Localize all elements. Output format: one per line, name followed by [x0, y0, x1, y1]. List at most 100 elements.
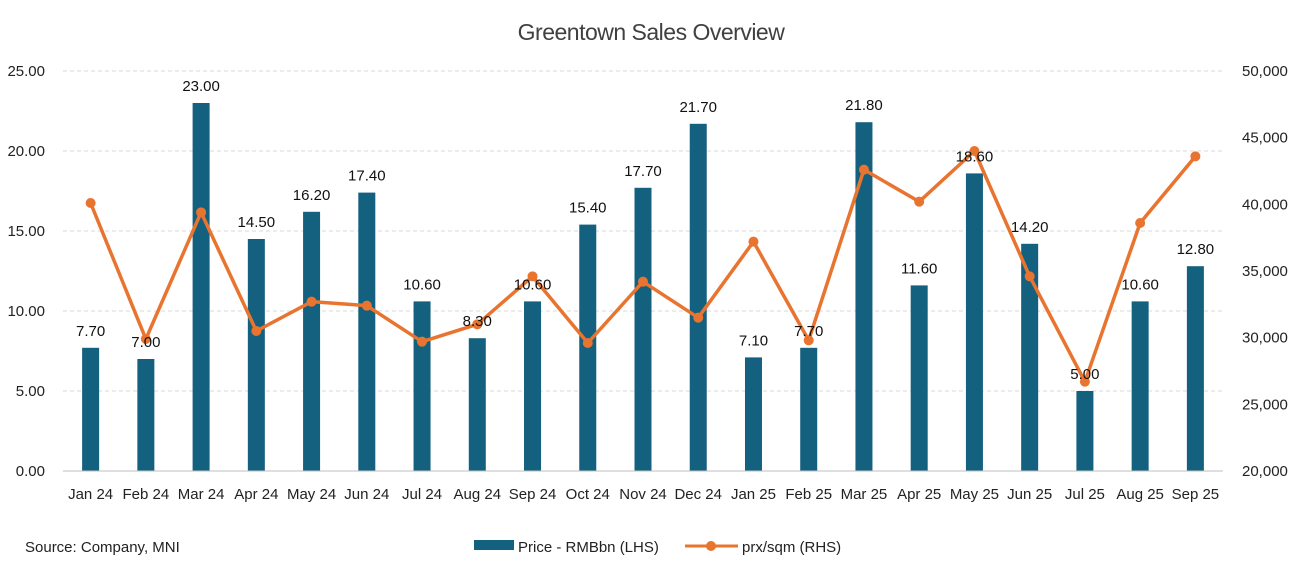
bar: [744, 357, 762, 471]
line-point: [306, 296, 317, 307]
bar: [468, 338, 486, 471]
line-point: [85, 198, 96, 208]
line-point: [803, 335, 814, 346]
bar: [1021, 243, 1039, 471]
legend-bar-label: Price - RMBbn (LHS): [518, 539, 659, 556]
legend-line-label: prx/sqm (RHS): [742, 539, 841, 556]
x-tick-label: Aug 25: [1116, 486, 1164, 503]
right-tick-label: 30,000: [1242, 330, 1288, 347]
line-point: [914, 196, 925, 207]
bar: [855, 122, 873, 471]
x-tick-label: Jan 25: [731, 486, 776, 503]
bar: [1186, 266, 1204, 471]
line-point: [969, 146, 980, 156]
line-point: [1190, 151, 1201, 162]
line-point: [361, 300, 372, 311]
bar-data-label: 17.70: [624, 163, 662, 180]
x-tick-label: Sep 24: [509, 486, 557, 503]
x-tick-label: Nov 24: [619, 486, 667, 503]
bar: [413, 301, 431, 471]
x-tick-label: Jun 24: [344, 486, 389, 503]
line-point: [1079, 376, 1090, 387]
line-point: [638, 276, 648, 287]
x-tick-label: May 24: [287, 486, 336, 503]
bar: [965, 173, 983, 471]
right-tick-label: 40,000: [1242, 196, 1288, 213]
bar: [82, 347, 100, 471]
bar: [910, 285, 928, 471]
line-point: [582, 338, 593, 348]
bar: [192, 103, 210, 471]
bar-data-label: 21.70: [679, 99, 717, 116]
legend-bar-swatch: [474, 540, 514, 550]
x-tick-label: Dec 24: [674, 486, 722, 503]
right-tick-label: 50,000: [1242, 63, 1288, 80]
line-series: [85, 146, 1201, 387]
line-point: [196, 207, 207, 218]
x-tick-label: Sep 25: [1172, 486, 1220, 503]
bar: [303, 211, 321, 472]
bar-data-label: 15.40: [569, 200, 607, 217]
line-point: [527, 271, 538, 282]
right-tick-label: 25,000: [1242, 396, 1288, 413]
bar-data-label: 7.10: [739, 332, 768, 349]
left-tick-label: 5.00: [16, 383, 45, 400]
x-tick-label: Jan 24: [68, 486, 113, 503]
x-tick-label: Aug 24: [454, 486, 502, 503]
left-axis-ticks: 0.00 5.00 10.00 15.00 20.00 25.00: [7, 63, 45, 480]
left-tick-label: 25.00: [7, 63, 45, 80]
bar-data-label: 10.60: [403, 276, 441, 293]
right-tick-label: 35,000: [1242, 263, 1288, 280]
bar-data-label: 11.60: [901, 260, 937, 277]
bar-data-label: 7.70: [76, 323, 105, 340]
bar-data-label: 7.00: [131, 334, 160, 351]
line-point: [1024, 271, 1035, 282]
line-point: [748, 236, 759, 247]
bar: [524, 301, 542, 471]
bar-data-label: 10.60: [1121, 276, 1159, 293]
source-note: Source: Company, MNI: [25, 539, 180, 556]
bar: [358, 192, 376, 471]
bar-data-label: 5.00: [1070, 366, 1099, 383]
bar: [1076, 391, 1094, 471]
x-tick-label: Oct 24: [566, 486, 610, 503]
line-point: [251, 326, 262, 336]
bar: [137, 359, 155, 471]
legend-line-marker: [706, 541, 716, 551]
bar: [1131, 301, 1149, 471]
bar-data-label: 10.60: [514, 276, 552, 293]
left-tick-label: 15.00: [7, 223, 45, 240]
x-tick-label: Jul 25: [1065, 486, 1105, 503]
left-tick-label: 20.00: [7, 143, 45, 160]
x-tick-label: Apr 25: [897, 486, 941, 503]
bar: [689, 123, 707, 472]
bar-data-label: 7.70: [794, 323, 823, 340]
bar-data-label: 17.40: [348, 168, 386, 185]
bar-data-label: 23.00: [182, 78, 220, 95]
x-tick-label: Mar 25: [841, 486, 888, 503]
bar-data-labels: 7.70 7.00 23.00 14.50 16.20 17.40 10.60 8.30 10.…: [76, 78, 1214, 383]
bar-data-label: 14.50: [238, 214, 276, 231]
bar-data-label: 21.80: [845, 97, 883, 114]
x-axis-ticks: Jan 24 Feb 24 Mar 24 Apr 24 May 24 Jun 24 Jul …: [68, 486, 1219, 503]
line-point: [693, 312, 704, 323]
bar-data-label: 18.60: [956, 148, 994, 165]
left-tick-label: 0.00: [16, 463, 45, 480]
line-point: [472, 319, 483, 330]
line-point: [140, 334, 151, 344]
bar: [800, 347, 818, 471]
right-axis-ticks: 20,000 25,000 30,000 35,000 40,000 45,000 50,0…: [1242, 63, 1288, 480]
chart-title: Greentown Sales Overview: [518, 19, 786, 45]
x-tick-label: May 25: [950, 486, 999, 503]
bar: [634, 187, 652, 472]
left-tick-label: 10.00: [7, 303, 45, 320]
bar-data-label: 12.80: [1177, 241, 1215, 258]
x-tick-label: Mar 24: [178, 486, 225, 503]
legend: Price - RMBbn (LHS) prx/sqm (RHS): [474, 539, 841, 556]
x-tick-label: Feb 24: [123, 486, 170, 503]
bar-data-label: 8.30: [463, 313, 492, 330]
line-point: [417, 336, 428, 347]
right-tick-label: 20,000: [1242, 463, 1288, 480]
line-point: [1135, 218, 1146, 228]
